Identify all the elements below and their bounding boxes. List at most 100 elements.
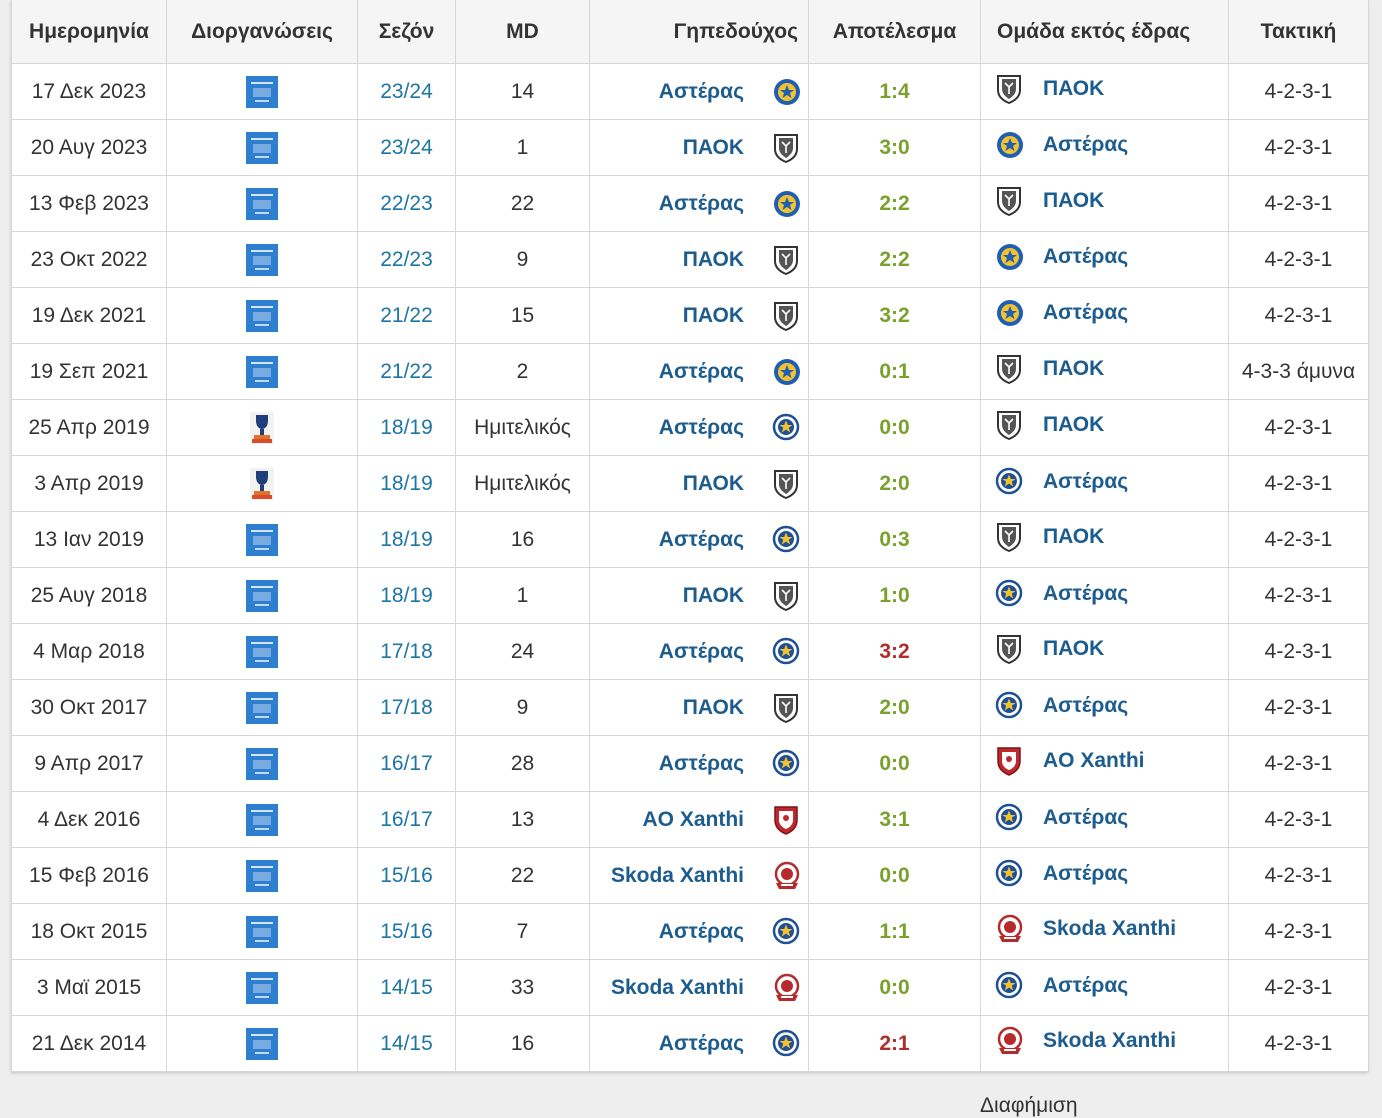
away-team-link[interactable]: Skoda Xanthi <box>1043 916 1177 940</box>
asteras-old-logo-icon[interactable] <box>772 637 800 667</box>
home-team-link[interactable]: Αστέρας <box>658 79 744 103</box>
away-team-link[interactable]: ΠΑΟΚ <box>1043 524 1105 548</box>
home-team-link[interactable]: Αστέρας <box>658 919 744 943</box>
away-team-link[interactable]: Αστέρας <box>1043 693 1129 717</box>
season-link[interactable]: 18/19 <box>357 567 456 624</box>
away-team-link[interactable]: ΠΑΟΚ <box>1043 412 1105 436</box>
asteras-new-logo-icon[interactable] <box>995 130 1023 160</box>
asteras-old-logo-icon[interactable] <box>772 749 800 779</box>
asteras-old-logo-icon[interactable] <box>772 1029 800 1059</box>
xanthi-logo-icon[interactable] <box>995 746 1023 776</box>
home-team-link[interactable]: ΠΑΟΚ <box>682 303 744 327</box>
league-icon[interactable] <box>246 299 278 332</box>
away-team-link[interactable]: Αστέρας <box>1043 581 1129 605</box>
season-link[interactable]: 21/22 <box>357 287 456 344</box>
home-team-link[interactable]: Αστέρας <box>658 191 744 215</box>
away-team-link[interactable]: Αστέρας <box>1043 132 1129 156</box>
home-team-link[interactable]: ΠΑΟΚ <box>682 583 744 607</box>
paok-logo-icon[interactable] <box>995 186 1023 216</box>
match-result-link[interactable]: 3:2 <box>808 623 981 680</box>
asteras-old-logo-icon[interactable] <box>995 579 1023 609</box>
away-team-link[interactable]: ΠΑΟΚ <box>1043 188 1105 212</box>
paok-logo-icon[interactable] <box>772 133 800 163</box>
asteras-old-logo-icon[interactable] <box>772 917 800 947</box>
asteras-new-logo-icon[interactable] <box>995 298 1023 328</box>
asteras-old-logo-icon[interactable] <box>995 691 1023 721</box>
skoda-xanthi-logo-icon[interactable] <box>995 1026 1023 1056</box>
away-team-link[interactable]: Αστέρας <box>1043 805 1129 829</box>
column-header-tactic[interactable]: Τακτική <box>1228 0 1369 64</box>
column-header-date[interactable]: Ημερομηνία <box>11 0 167 64</box>
season-link[interactable]: 15/16 <box>357 847 456 904</box>
match-result-link[interactable]: 3:1 <box>808 791 981 848</box>
season-link[interactable]: 23/24 <box>357 63 456 120</box>
match-result-link[interactable]: 2:2 <box>808 231 981 288</box>
asteras-new-logo-icon[interactable] <box>772 357 800 387</box>
match-result-link[interactable]: 0:0 <box>808 959 981 1016</box>
paok-logo-icon[interactable] <box>772 581 800 611</box>
paok-logo-icon[interactable] <box>995 410 1023 440</box>
away-team-link[interactable]: Αστέρας <box>1043 469 1129 493</box>
league-icon[interactable] <box>246 579 278 612</box>
season-link[interactable]: 16/17 <box>357 791 456 848</box>
match-result-link[interactable]: 1:1 <box>808 903 981 960</box>
asteras-old-logo-icon[interactable] <box>995 467 1023 497</box>
match-result-link[interactable]: 1:4 <box>808 63 981 120</box>
season-link[interactable]: 22/23 <box>357 175 456 232</box>
match-result-link[interactable]: 2:0 <box>808 679 981 736</box>
column-header-season[interactable]: Σεζόν <box>357 0 456 64</box>
home-team-link[interactable]: ΠΑΟΚ <box>682 695 744 719</box>
asteras-old-logo-icon[interactable] <box>995 859 1023 889</box>
column-header-away[interactable]: Ομάδα εκτός έδρας <box>980 0 1229 64</box>
league-icon[interactable] <box>246 747 278 780</box>
season-link[interactable]: 14/15 <box>357 959 456 1016</box>
match-result-link[interactable]: 0:3 <box>808 511 981 568</box>
asteras-old-logo-icon[interactable] <box>772 413 800 443</box>
league-icon[interactable] <box>246 691 278 724</box>
asteras-old-logo-icon[interactable] <box>772 525 800 555</box>
home-team-link[interactable]: AO Xanthi <box>642 807 744 831</box>
match-result-link[interactable]: 1:0 <box>808 567 981 624</box>
league-icon[interactable] <box>246 75 278 108</box>
league-icon[interactable] <box>246 131 278 164</box>
away-team-link[interactable]: Αστέρας <box>1043 300 1129 324</box>
skoda-xanthi-logo-icon[interactable] <box>772 973 800 1003</box>
home-team-link[interactable]: Αστέρας <box>658 527 744 551</box>
league-icon[interactable] <box>246 1027 278 1060</box>
season-link[interactable]: 14/15 <box>357 1015 456 1072</box>
league-icon[interactable] <box>246 635 278 668</box>
paok-logo-icon[interactable] <box>995 634 1023 664</box>
season-link[interactable]: 23/24 <box>357 119 456 176</box>
home-team-link[interactable]: Αστέρας <box>658 1031 744 1055</box>
league-icon[interactable] <box>246 523 278 556</box>
skoda-xanthi-logo-icon[interactable] <box>995 914 1023 944</box>
home-team-link[interactable]: Αστέρας <box>658 415 744 439</box>
league-icon[interactable] <box>246 355 278 388</box>
match-result-link[interactable]: 0:0 <box>808 399 981 456</box>
season-link[interactable]: 17/18 <box>357 623 456 680</box>
column-header-competition[interactable]: Διοργανώσεις <box>166 0 358 64</box>
paok-logo-icon[interactable] <box>772 693 800 723</box>
league-icon[interactable] <box>246 803 278 836</box>
league-icon[interactable] <box>246 859 278 892</box>
paok-logo-icon[interactable] <box>995 522 1023 552</box>
skoda-xanthi-logo-icon[interactable] <box>772 861 800 891</box>
season-link[interactable]: 18/19 <box>357 511 456 568</box>
home-team-link[interactable]: Αστέρας <box>658 359 744 383</box>
season-link[interactable]: 18/19 <box>357 455 456 512</box>
home-team-link[interactable]: Αστέρας <box>658 639 744 663</box>
season-link[interactable]: 16/17 <box>357 735 456 792</box>
away-team-link[interactable]: Αστέρας <box>1043 973 1129 997</box>
paok-logo-icon[interactable] <box>772 469 800 499</box>
away-team-link[interactable]: ΠΑΟΚ <box>1043 636 1105 660</box>
column-header-home[interactable]: Γηπεδούχος <box>589 0 809 64</box>
xanthi-logo-icon[interactable] <box>772 805 800 835</box>
match-result-link[interactable]: 2:0 <box>808 455 981 512</box>
home-team-link[interactable]: Αστέρας <box>658 751 744 775</box>
cup-icon[interactable] <box>246 411 278 444</box>
home-team-link[interactable]: ΠΑΟΚ <box>682 247 744 271</box>
league-icon[interactable] <box>246 971 278 1004</box>
paok-logo-icon[interactable] <box>995 74 1023 104</box>
league-icon[interactable] <box>246 915 278 948</box>
column-header-md[interactable]: MD <box>455 0 590 64</box>
